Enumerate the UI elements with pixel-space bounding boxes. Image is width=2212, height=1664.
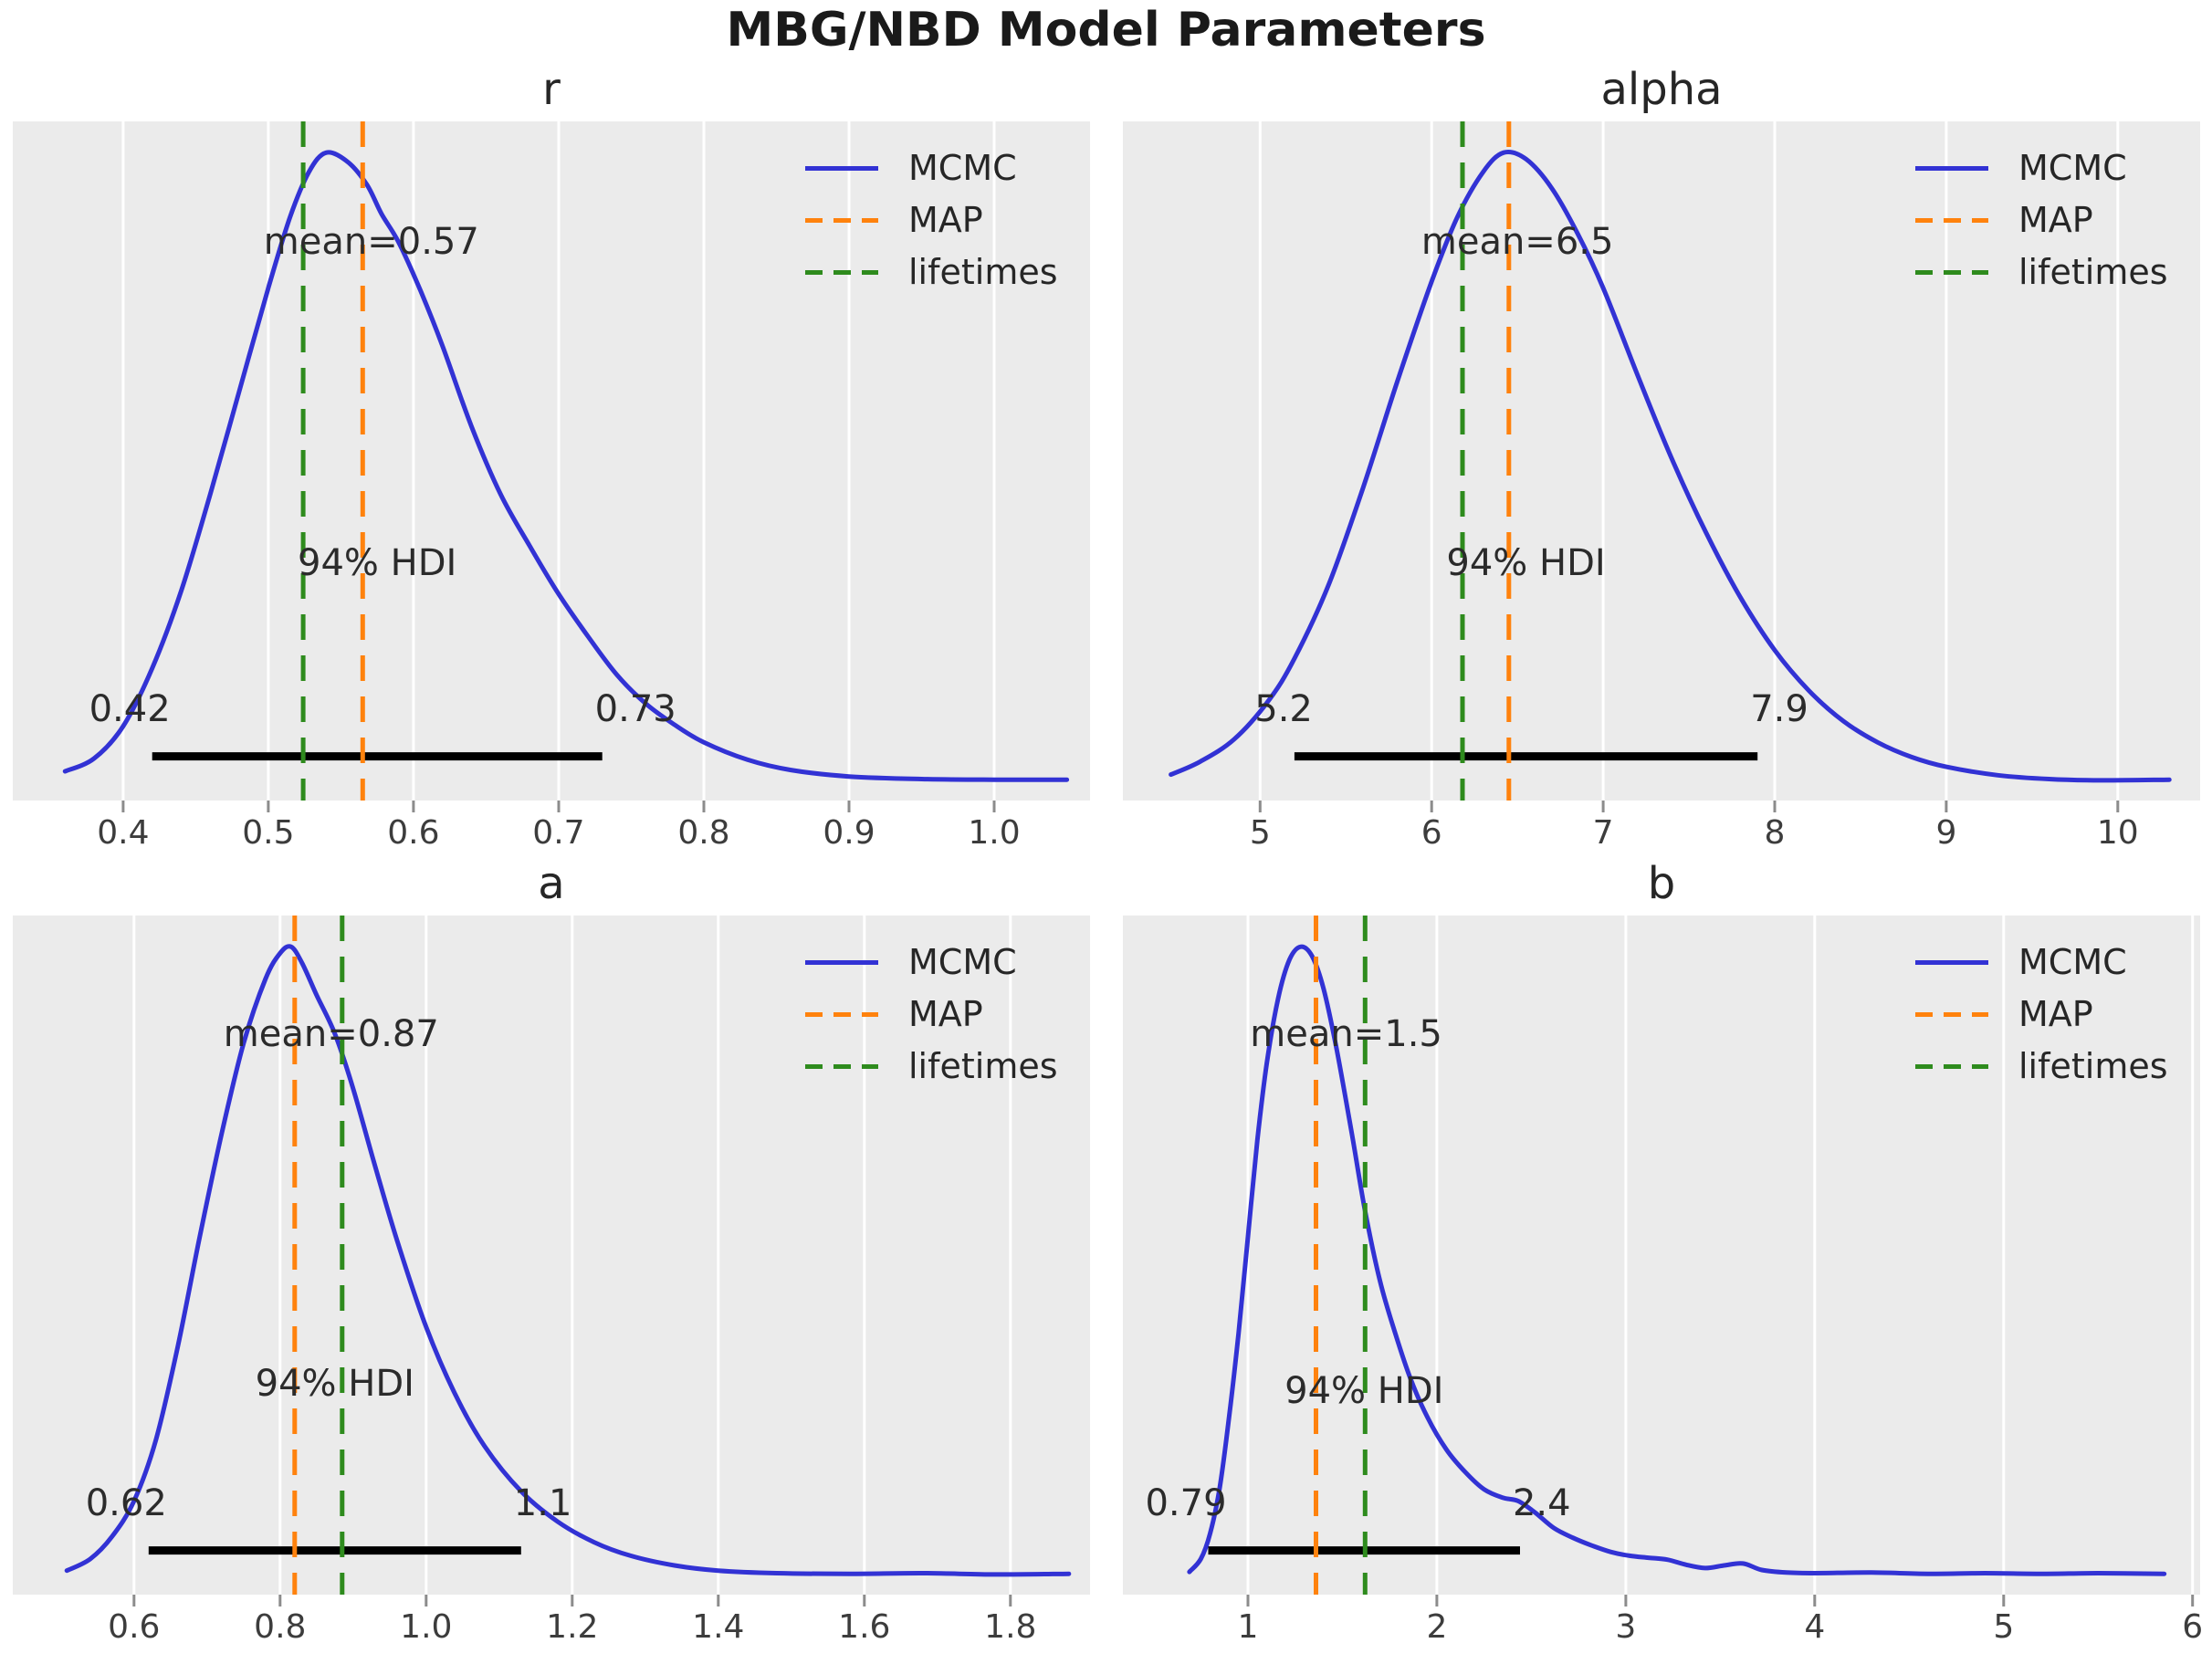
x-tick-label: 0.4 (97, 814, 150, 852)
subplot-alpha: alpha MCMC MAP lifetimes mean=6.5 94% HD… (1123, 64, 2200, 852)
x-tick-label: 1.0 (400, 1608, 453, 1646)
mean-annotation: mean=1.5 (1250, 1013, 1442, 1056)
subplot-r: r MCMC MAP lifetimes mean=0.57 94% HDI 0… (13, 64, 1090, 852)
figure-title: MBG/NBD Model Parameters (726, 3, 1486, 58)
x-tick-label: 6 (2182, 1608, 2204, 1646)
plot-background (1123, 121, 2200, 801)
plot-background (13, 121, 1090, 801)
mcmc-kde-curve (1187, 944, 2167, 1576)
x-axis-tick-marks (1246, 1595, 2195, 1606)
x-axis-tick-labels: 5 6 7 8 9 10 (1123, 810, 2200, 857)
hdi-lower-value: 5.2 (1254, 687, 1313, 730)
mcmc-kde-curve (1169, 149, 2172, 783)
x-tick-label: 9 (1935, 814, 1957, 852)
x-tick-label: 0.8 (677, 814, 730, 852)
kde-canvas-b (1123, 916, 2200, 1606)
subplot-b: b MCMC MAP lifetimes mean=1.5 94% HDI 0.… (1123, 858, 2203, 1646)
x-axis-tick-labels: 0.6 0.8 1.0 1.2 1.4 1.6 1.8 (13, 1604, 1090, 1651)
x-tick-label: 0.6 (387, 814, 440, 852)
x-tick-label: 1.0 (968, 814, 1021, 852)
x-tick-label: 0.6 (108, 1608, 161, 1646)
hdi-upper-value: 0.73 (594, 687, 676, 730)
plot-background (13, 916, 1090, 1595)
kde-canvas-alpha (1123, 121, 2200, 812)
hdi-title: 94% HDI (1284, 1369, 1444, 1412)
hdi-upper-value: 2.4 (1512, 1481, 1571, 1524)
x-axis-tick-marks (121, 801, 996, 812)
gridlines (132, 916, 1012, 1595)
x-tick-label: 0.7 (532, 814, 585, 852)
x-tick-label: 3 (1615, 1608, 1637, 1646)
hdi-title: 94% HDI (255, 1363, 414, 1406)
hdi-upper-value: 7.9 (1750, 687, 1808, 730)
hdi-upper-value: 1.1 (513, 1481, 572, 1524)
hdi-lower-value: 0.62 (85, 1481, 167, 1524)
kde-canvas-a (13, 916, 1090, 1606)
x-tick-label: 2 (1426, 1608, 1448, 1646)
x-tick-label: 6 (1421, 814, 1442, 852)
subplot-title-alpha: alpha (1600, 64, 1723, 115)
mcmc-kde-curve (62, 150, 1070, 782)
subplot-title-a: a (538, 858, 565, 909)
x-tick-label: 0.9 (823, 814, 875, 852)
gridlines (1258, 121, 2120, 801)
x-tick-label: 4 (1804, 1608, 1826, 1646)
x-tick-label: 10 (2096, 814, 2139, 852)
gridlines (121, 121, 996, 801)
subplot-a: a MCMC MAP lifetimes mean=0.87 94% HDI 0… (13, 858, 1090, 1646)
x-axis-tick-marks (132, 1595, 1012, 1606)
x-axis-tick-labels: 1 2 3 4 5 6 (1123, 1604, 2204, 1651)
x-tick-label: 1.2 (546, 1608, 599, 1646)
hdi-title: 94% HDI (1446, 541, 1606, 584)
x-tick-label: 1.4 (692, 1608, 745, 1646)
x-tick-label: 5 (1993, 1608, 2015, 1646)
x-tick-label: 5 (1249, 814, 1271, 852)
x-axis-tick-labels: 0.4 0.5 0.6 0.7 0.8 0.9 1.0 (13, 810, 1090, 857)
x-tick-label: 1 (1237, 1608, 1259, 1646)
x-tick-label: 0.5 (242, 814, 295, 852)
subplot-title-r: r (542, 64, 561, 115)
x-tick-label: 0.8 (254, 1608, 307, 1646)
hdi-lower-value: 0.79 (1145, 1481, 1227, 1524)
hdi-lower-value: 0.42 (89, 687, 171, 730)
x-tick-label: 8 (1764, 814, 1786, 852)
kde-canvas-r (13, 121, 1090, 812)
subplot-title-b: b (1647, 858, 1676, 909)
x-axis-tick-marks (1258, 801, 2120, 812)
mean-annotation: mean=0.87 (223, 1013, 439, 1056)
x-tick-label: 7 (1592, 814, 1614, 852)
plot-background (1123, 916, 2200, 1595)
x-tick-label: 1.8 (984, 1608, 1037, 1646)
x-tick-label: 1.6 (838, 1608, 891, 1646)
mean-annotation: mean=6.5 (1421, 220, 1614, 263)
mean-annotation: mean=0.57 (263, 220, 479, 263)
hdi-title: 94% HDI (298, 541, 457, 584)
mcmc-kde-curve (64, 944, 1072, 1577)
